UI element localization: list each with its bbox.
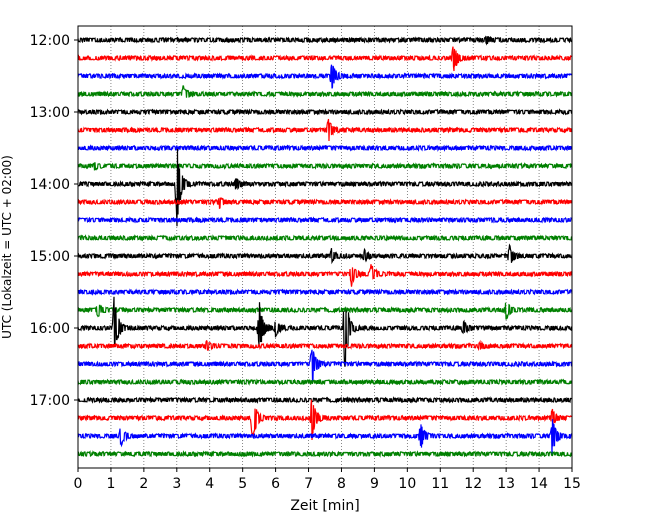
x-tick-label: 2 bbox=[139, 476, 148, 492]
seismic-trace bbox=[77, 399, 573, 441]
x-tick-label: 0 bbox=[74, 476, 83, 492]
seismic-trace bbox=[77, 288, 573, 296]
seismic-trace bbox=[77, 144, 573, 152]
trace-group bbox=[77, 35, 573, 458]
seismic-trace bbox=[77, 46, 573, 72]
y-tick-label: 17:00 bbox=[30, 393, 70, 409]
seismic-trace bbox=[77, 162, 573, 171]
x-tick-label: 8 bbox=[337, 476, 346, 492]
seismic-trace bbox=[77, 85, 573, 98]
x-tick-label: 4 bbox=[205, 476, 214, 492]
seismic-trace bbox=[77, 196, 573, 210]
y-tick-label: 15:00 bbox=[30, 249, 70, 265]
y-tick-label: 16:00 bbox=[30, 321, 70, 337]
seismic-trace bbox=[77, 148, 573, 227]
x-tick-label: 9 bbox=[370, 476, 379, 492]
x-tick-label: 13 bbox=[497, 476, 515, 492]
seismic-trace bbox=[77, 264, 573, 287]
y-tick-label: 14:00 bbox=[30, 177, 70, 193]
seismic-trace bbox=[77, 450, 573, 458]
x-tick-label: 12 bbox=[464, 476, 482, 492]
x-tick-label: 6 bbox=[271, 476, 280, 492]
seismic-trace bbox=[77, 64, 573, 89]
x-tick-label: 1 bbox=[106, 476, 115, 492]
x-axis: 0 1 2 3 4 5 6 7 8 9 10 11 12 13 14 15 bbox=[74, 468, 581, 492]
x-tick-label: 3 bbox=[172, 476, 181, 492]
x-tick-label: 11 bbox=[431, 476, 449, 492]
seismic-trace bbox=[77, 216, 573, 224]
x-tick-label: 7 bbox=[304, 476, 313, 492]
seismic-trace bbox=[77, 349, 573, 383]
x-tick-label: 15 bbox=[563, 476, 581, 492]
seismic-trace bbox=[77, 35, 573, 46]
y-tick-label: 13:00 bbox=[30, 105, 70, 121]
seismic-trace bbox=[77, 396, 573, 404]
seismic-trace bbox=[77, 118, 573, 142]
x-axis-label: Zeit [min] bbox=[290, 498, 359, 514]
y-tick-label: 12:00 bbox=[30, 33, 70, 49]
seismic-trace bbox=[77, 243, 573, 265]
seismic-trace bbox=[77, 378, 573, 386]
x-tick-label: 5 bbox=[238, 476, 247, 492]
plot-frame bbox=[77, 25, 573, 469]
x-tick-label: 10 bbox=[398, 476, 416, 492]
y-axis: 12:00 13:00 14:00 15:00 16:00 17:00 bbox=[30, 33, 78, 409]
seismic-trace bbox=[77, 234, 573, 242]
x-tick-label: 14 bbox=[530, 476, 548, 492]
seismic-trace bbox=[77, 339, 573, 352]
seismic-trace bbox=[77, 296, 573, 367]
y-axis-label: UTC (Lokalzeit = UTC + 02:00) bbox=[0, 155, 14, 339]
seismic-trace bbox=[77, 302, 573, 320]
seismic-trace bbox=[77, 419, 573, 456]
seismic-trace bbox=[77, 108, 573, 116]
